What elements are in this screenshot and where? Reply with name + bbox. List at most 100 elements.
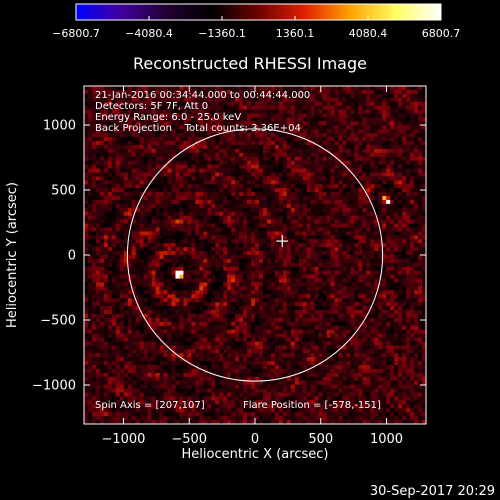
heatmap-cell xyxy=(199,376,204,382)
heatmap-cell xyxy=(167,310,172,315)
heatmap-cell xyxy=(278,227,284,232)
heatmap-cell xyxy=(107,290,113,295)
heatmap-cell xyxy=(294,396,300,401)
heatmap-cell xyxy=(199,337,204,342)
heatmap-cell xyxy=(195,337,200,342)
heatmap-cell xyxy=(274,227,280,232)
heatmap-cell xyxy=(163,365,169,370)
heatmap-cell xyxy=(239,412,244,417)
heatmap-cell xyxy=(159,329,165,335)
heatmap-cell xyxy=(243,129,248,134)
heatmap-cell xyxy=(95,141,101,146)
heatmap-cell xyxy=(231,207,236,213)
heatmap-cell xyxy=(179,357,184,362)
heatmap-cell xyxy=(115,141,121,146)
heatmap-cell xyxy=(171,400,176,405)
heatmap-cell xyxy=(147,239,153,244)
heatmap-cell xyxy=(139,420,145,424)
heatmap-cell xyxy=(107,392,113,397)
heatmap-cell xyxy=(135,231,141,236)
heatmap-cell xyxy=(151,349,157,354)
heatmap-cell xyxy=(211,247,216,252)
heatmap-cell xyxy=(127,416,133,421)
heatmap-cell xyxy=(262,329,268,335)
heatmap-cell xyxy=(167,357,172,362)
heatmap-cell xyxy=(151,203,157,209)
heatmap-cell xyxy=(147,207,153,213)
heatmap-cell xyxy=(147,416,153,421)
heatmap-cell xyxy=(258,368,264,374)
heatmap-cell xyxy=(151,400,157,405)
heatmap-cell xyxy=(302,255,308,260)
heatmap-cell xyxy=(219,392,224,397)
heatmap-cell xyxy=(227,168,232,173)
heatmap-cell xyxy=(266,365,272,370)
heatmap-cell xyxy=(251,239,256,244)
heatmap-cell xyxy=(135,152,141,158)
heatmap-cell xyxy=(235,266,240,272)
heatmap-cell xyxy=(183,317,188,323)
heatmap-cell xyxy=(103,93,109,99)
heatmap-cell xyxy=(262,313,268,319)
heatmap-cell xyxy=(270,164,276,170)
heatmap-cell xyxy=(183,184,188,189)
heatmap-cell xyxy=(251,164,256,170)
heatmap-cell xyxy=(266,141,272,146)
heatmap-cell xyxy=(131,404,137,409)
heatmap-cell xyxy=(211,357,216,362)
heatmap-cell xyxy=(274,199,280,205)
heatmap-cell xyxy=(278,215,284,221)
heatmap-cell xyxy=(131,313,137,319)
heatmap-cell xyxy=(310,243,316,248)
heatmap-cell xyxy=(171,408,176,413)
heatmap-cell xyxy=(235,345,240,350)
heatmap-cell xyxy=(227,345,232,350)
heatmap-cell xyxy=(103,420,109,424)
heatmap-cell xyxy=(306,215,312,221)
heatmap-cell xyxy=(278,152,284,158)
heatmap-cell xyxy=(191,109,196,115)
heatmap-cell xyxy=(286,180,292,185)
heatmap-cell xyxy=(179,129,184,134)
heatmap-cell xyxy=(282,129,288,134)
heatmap-cell xyxy=(123,117,129,122)
heatmap-cell xyxy=(270,199,276,205)
heatmap-cell xyxy=(195,408,200,413)
heatmap-cell xyxy=(274,156,280,162)
heatmap-cell xyxy=(310,164,316,170)
heatmap-cell xyxy=(223,93,228,99)
heatmap-cell xyxy=(175,357,180,362)
heatmap-cell xyxy=(123,247,129,252)
heatmap-cell xyxy=(266,298,272,303)
heatmap-cell xyxy=(163,129,169,134)
heatmap-cell xyxy=(167,278,172,284)
heatmap-cell xyxy=(219,86,224,91)
heatmap-cell xyxy=(278,196,284,201)
heatmap-cell xyxy=(143,306,149,311)
heatmap-cell xyxy=(199,258,204,264)
heatmap-cell xyxy=(91,109,97,115)
heatmap-cell xyxy=(155,188,161,193)
heatmap-cell xyxy=(163,298,169,303)
heatmap-cell xyxy=(95,184,101,189)
heatmap-cell xyxy=(239,329,244,335)
heatmap-cell xyxy=(167,420,172,424)
heatmap-cell xyxy=(258,86,264,91)
heatmap-cell xyxy=(167,372,172,378)
heatmap-cell xyxy=(99,164,105,170)
heatmap-cell xyxy=(274,211,280,217)
heatmap-cell xyxy=(139,365,145,370)
heatmap-cell xyxy=(215,290,220,295)
heatmap-cell xyxy=(103,211,109,217)
heatmap-cell xyxy=(123,302,129,307)
heatmap-cell xyxy=(239,129,244,134)
heatmap-cell xyxy=(211,392,216,397)
heatmap-cell xyxy=(298,357,304,362)
heatmap-cell xyxy=(247,357,252,362)
heatmap-cell xyxy=(195,137,200,142)
heatmap-cell xyxy=(139,239,145,244)
heatmap-cell xyxy=(306,168,312,173)
heatmap-cell xyxy=(235,117,240,122)
heatmap-cell xyxy=(235,251,240,256)
heatmap-cell xyxy=(223,192,228,197)
